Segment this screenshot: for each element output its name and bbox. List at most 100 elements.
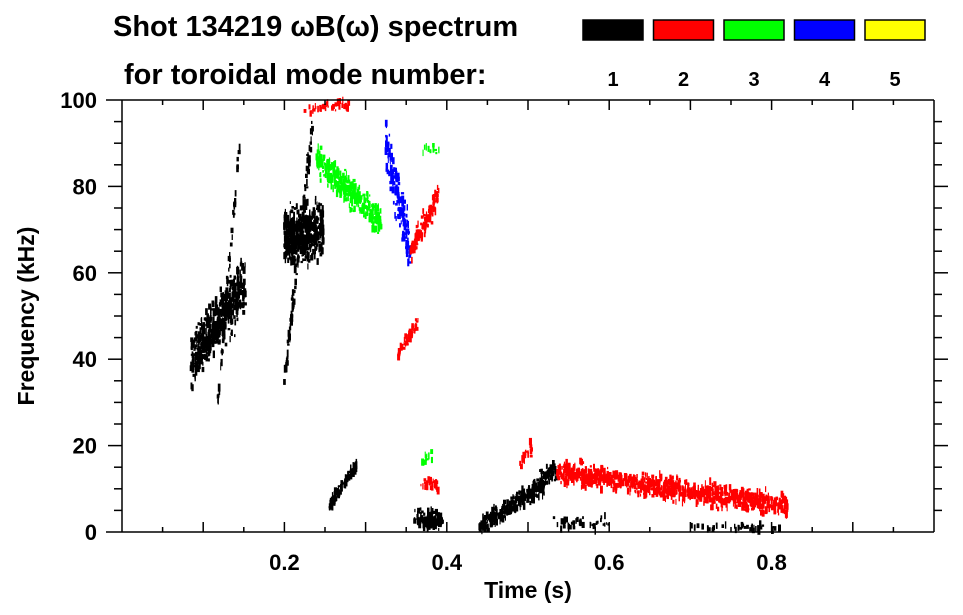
spectral-point xyxy=(415,229,418,236)
spectral-point xyxy=(195,336,198,342)
spectral-point xyxy=(324,104,327,107)
spectral-point xyxy=(336,489,338,494)
spectral-point xyxy=(508,500,511,507)
spectral-point xyxy=(697,487,699,495)
spectral-point xyxy=(333,492,337,495)
spectral-point xyxy=(618,480,621,487)
spectral-point xyxy=(391,186,395,194)
spectral-point xyxy=(530,488,534,497)
spectral-point xyxy=(524,497,527,501)
spectral-point xyxy=(328,164,332,171)
spectral-point xyxy=(429,207,433,214)
spectral-point xyxy=(540,468,543,475)
spectral-point xyxy=(195,369,197,373)
spectral-point xyxy=(520,495,522,501)
spectral-point xyxy=(283,245,286,248)
spectral-point xyxy=(411,245,414,254)
spectral-point xyxy=(675,480,677,485)
spectral-point xyxy=(652,483,656,491)
spectral-point xyxy=(513,500,517,508)
spectral-point xyxy=(652,489,655,495)
region-mode-3 xyxy=(315,143,383,234)
spectral-point xyxy=(760,507,764,510)
spectral-point xyxy=(427,476,430,481)
spectral-point xyxy=(221,338,225,343)
spectral-point xyxy=(665,495,667,498)
spectral-point xyxy=(521,500,524,506)
spectral-point xyxy=(294,236,298,244)
spectral-point xyxy=(314,219,317,225)
spectral-point xyxy=(502,515,505,519)
spectral-point xyxy=(606,522,608,525)
spectral-point xyxy=(629,491,631,496)
spectral-point xyxy=(224,319,226,324)
spectral-point xyxy=(291,260,295,266)
spectral-point xyxy=(309,110,312,117)
spectral-point xyxy=(739,527,742,530)
spectral-point xyxy=(401,233,405,239)
chart-title-line2: for toroidal mode number: xyxy=(124,59,487,91)
spectral-point xyxy=(327,183,329,188)
spectral-point xyxy=(390,143,393,149)
spectral-point xyxy=(232,290,236,296)
spectral-point xyxy=(565,479,568,486)
spectral-point xyxy=(579,520,582,527)
spectral-point xyxy=(439,512,443,518)
spectral-point xyxy=(194,343,196,351)
spectral-point xyxy=(227,328,231,331)
spectral-point xyxy=(320,234,322,239)
spectral-point xyxy=(405,230,408,239)
spectral-point xyxy=(420,215,424,219)
spectral-point xyxy=(533,479,535,484)
spectral-point xyxy=(408,245,412,248)
spectral-point xyxy=(308,145,311,152)
spectral-point xyxy=(239,269,241,278)
spectral-point xyxy=(525,494,528,499)
spectral-point xyxy=(418,232,422,235)
spectral-point xyxy=(334,160,337,168)
spectral-point xyxy=(232,312,234,316)
spectral-point xyxy=(661,492,664,496)
spectral-point xyxy=(419,516,423,523)
region-mode-1 xyxy=(216,143,241,405)
spectral-point xyxy=(322,103,326,110)
legend-label-mode-2: 2 xyxy=(678,69,689,91)
spectral-point xyxy=(552,516,556,520)
spectral-point xyxy=(362,204,365,209)
spectral-point xyxy=(308,165,310,173)
spectral-point xyxy=(606,480,609,483)
spectral-point xyxy=(310,240,313,248)
spectral-point xyxy=(592,479,594,485)
spectral-point xyxy=(236,302,240,306)
spectral-point xyxy=(777,512,780,516)
spectral-point xyxy=(288,326,291,330)
spectral-point xyxy=(573,471,576,475)
spectral-point xyxy=(371,208,374,212)
spectral-point xyxy=(201,326,203,334)
spectral-point xyxy=(345,474,348,482)
spectral-point xyxy=(426,480,429,483)
spectral-point xyxy=(543,491,545,496)
spectral-point xyxy=(306,231,308,236)
region-mode-3 xyxy=(421,449,434,466)
spectral-point xyxy=(307,219,310,224)
spectral-point xyxy=(756,488,759,495)
spectral-point xyxy=(565,516,568,523)
spectral-point xyxy=(683,493,686,501)
spectral-point xyxy=(397,176,400,182)
spectral-point xyxy=(644,472,647,477)
spectral-point xyxy=(307,255,309,259)
spectral-point xyxy=(334,496,338,502)
spectral-point xyxy=(572,465,575,473)
spectral-point xyxy=(618,472,622,478)
spectral-point xyxy=(296,217,298,224)
spectral-point xyxy=(711,485,715,488)
spectral-point xyxy=(512,500,515,505)
spectral-point xyxy=(607,480,610,486)
spectral-point xyxy=(711,497,715,504)
spectral-point xyxy=(201,336,204,342)
spectral-point xyxy=(227,279,229,283)
spectral-point xyxy=(716,487,720,496)
spectral-point xyxy=(413,517,416,521)
spectral-point xyxy=(231,286,235,291)
